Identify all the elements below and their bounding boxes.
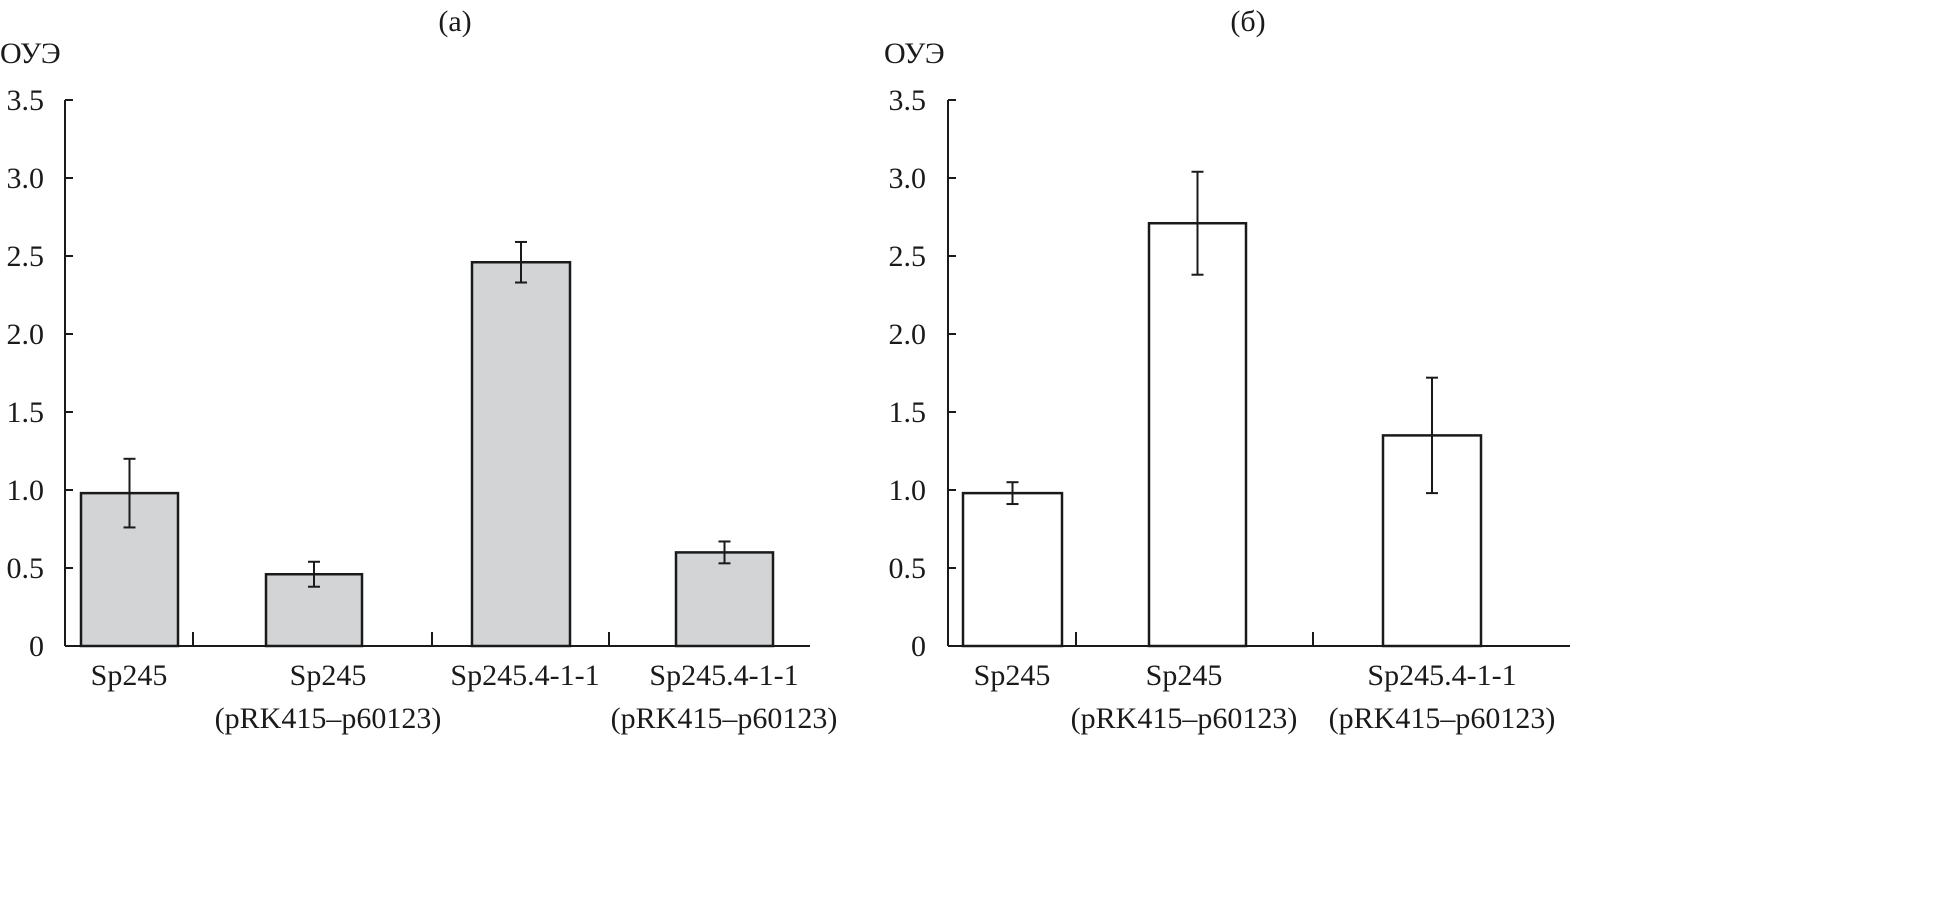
- y-tick-label: 3.5: [889, 84, 927, 117]
- y-tick-label: 1.5: [7, 396, 45, 429]
- y-tick-label: 2.0: [7, 318, 45, 351]
- bar: [470, 260, 572, 648]
- x-tick-label: Sp245: [91, 659, 168, 692]
- y-tick-label: 0: [29, 630, 44, 663]
- y-tick-label: 2.5: [7, 240, 45, 273]
- x-tick-label: Sp245.4-1-1: [649, 659, 798, 692]
- y-axis-label: ОУЭ: [0, 37, 61, 70]
- y-tick-label: 1.5: [889, 396, 927, 429]
- bar: [79, 491, 180, 648]
- chart-panel-b: (б) ОУЭ 0 0.5 1.0 1.5 2.0 2.5 3.0 3.5 Sp245 Sp245 (p…: [884, 5, 1570, 735]
- y-tick-label: 0.5: [889, 552, 927, 585]
- x-tick-label: Sp245: [1146, 659, 1223, 692]
- chart-title: (а): [438, 5, 471, 38]
- chart-title: (б): [1230, 5, 1265, 38]
- bar: [674, 551, 775, 648]
- y-tick-label: 0: [911, 630, 926, 663]
- y-axis-label: ОУЭ: [884, 37, 945, 70]
- y-tick-label: 3.0: [889, 162, 927, 195]
- x-tick-label: (pRK415–p60123): [611, 702, 838, 735]
- chart-panel-a: (а) ОУЭ 0 0.5 1.0 1.5 2.0 2.5 3.0 3.5 Sp245 Sp245 (p…: [0, 5, 837, 735]
- y-tick-label: 3.5: [7, 84, 45, 117]
- y-tick-label: 0.5: [7, 552, 45, 585]
- x-tick-label: (pRK415–p60123): [215, 702, 442, 735]
- y-tick-label: 2.0: [889, 318, 927, 351]
- y-tick-label: 1.0: [7, 474, 45, 507]
- y-tick-label: 2.5: [889, 240, 927, 273]
- x-tick-label: (pRK415–p60123): [1329, 702, 1556, 735]
- x-tick-label: Sp245: [290, 659, 367, 692]
- x-tick-label: (pRK415–p60123): [1071, 702, 1298, 735]
- x-tick-label: Sp245.4-1-1: [450, 659, 599, 692]
- bar: [961, 491, 1064, 648]
- y-tick-label: 1.0: [889, 474, 927, 507]
- y-tick-label: 3.0: [7, 162, 45, 195]
- x-tick-label: Sp245: [974, 659, 1051, 692]
- bar: [1147, 221, 1248, 648]
- x-tick-label: Sp245.4-1-1: [1367, 659, 1516, 692]
